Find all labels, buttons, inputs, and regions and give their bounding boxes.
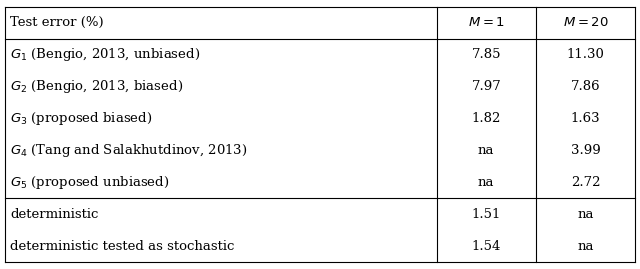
Text: 11.30: 11.30 [566, 48, 604, 61]
Text: 1.63: 1.63 [571, 112, 600, 125]
Text: $G_3$ (proposed biased): $G_3$ (proposed biased) [10, 110, 152, 127]
Text: $G_4$ (Tang and Salakhutdinov, 2013): $G_4$ (Tang and Salakhutdinov, 2013) [10, 142, 248, 159]
Text: 7.86: 7.86 [571, 80, 600, 93]
Text: deterministic: deterministic [10, 208, 99, 221]
Text: $G_2$ (Bengio, 2013, biased): $G_2$ (Bengio, 2013, biased) [10, 78, 184, 95]
Text: 3.99: 3.99 [571, 144, 600, 157]
Text: Test error (%): Test error (%) [10, 16, 104, 29]
Text: 1.51: 1.51 [472, 208, 501, 221]
Text: na: na [577, 208, 594, 221]
Text: 1.54: 1.54 [472, 240, 501, 253]
Text: $M=1$: $M=1$ [468, 16, 505, 29]
Text: na: na [577, 240, 594, 253]
Text: 2.72: 2.72 [571, 176, 600, 189]
Text: 7.85: 7.85 [472, 48, 501, 61]
Text: $M=20$: $M=20$ [563, 16, 608, 29]
Text: 7.97: 7.97 [472, 80, 501, 93]
Text: na: na [478, 176, 495, 189]
Text: $G_1$ (Bengio, 2013, unbiased): $G_1$ (Bengio, 2013, unbiased) [10, 46, 200, 63]
Text: na: na [478, 144, 495, 157]
Text: 1.82: 1.82 [472, 112, 501, 125]
Text: deterministic tested as stochastic: deterministic tested as stochastic [10, 240, 235, 253]
Text: $G_5$ (proposed unbiased): $G_5$ (proposed unbiased) [10, 174, 170, 191]
